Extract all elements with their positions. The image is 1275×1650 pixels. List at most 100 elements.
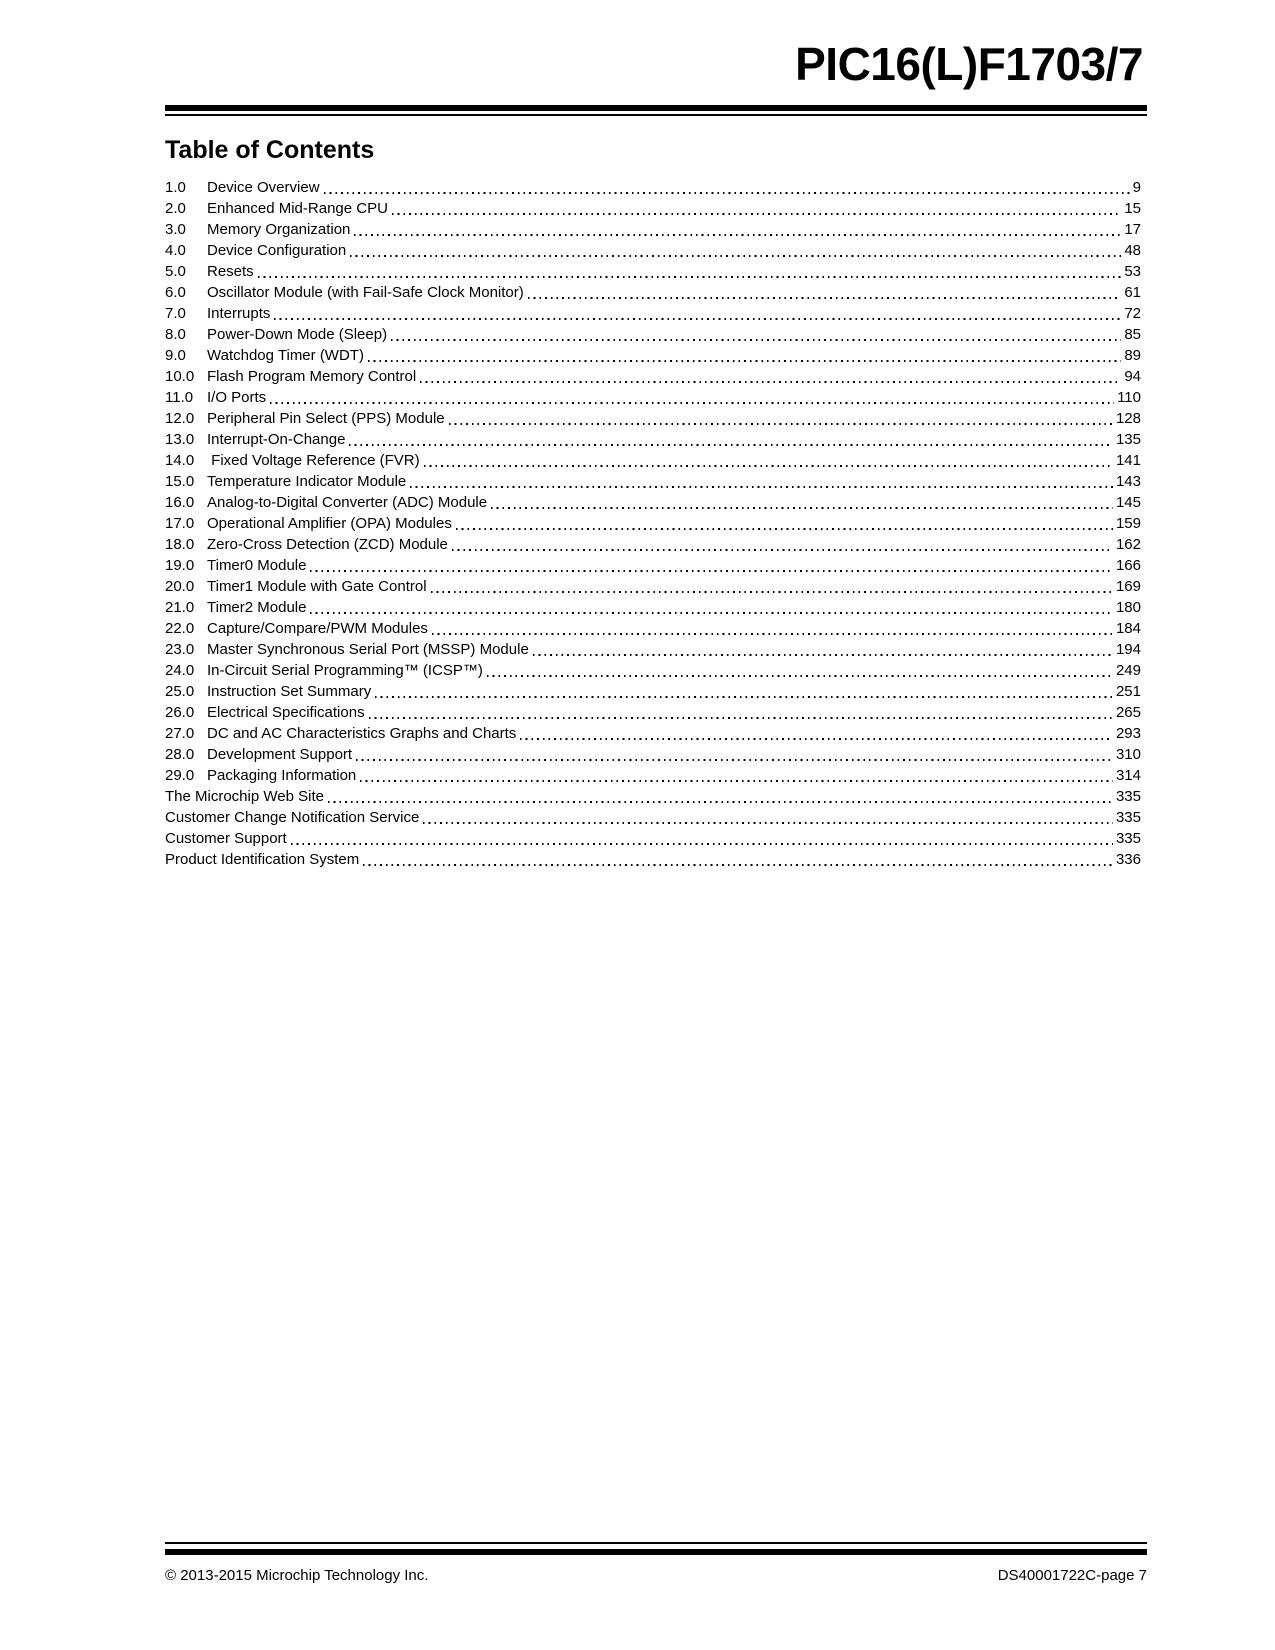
- toc-entry-title: Interrupt-On-Change: [207, 431, 346, 448]
- toc-dot-leader: [274, 318, 1122, 320]
- toc-entry[interactable]: 18.0 Zero-Cross Detection (ZCD) Module 1…: [165, 534, 1141, 555]
- toc-dot-leader: [423, 465, 1113, 467]
- toc-entry-number: 24.0: [165, 662, 195, 679]
- toc-entry-page: 48: [1124, 242, 1141, 259]
- toc-entry[interactable]: 19.0 Timer0 Module 166: [165, 555, 1141, 576]
- toc-entry-title: Temperature Indicator Module: [207, 473, 407, 490]
- toc-entry-number: 15.0: [165, 473, 195, 490]
- toc-entry[interactable]: 21.0 Timer2 Module 180: [165, 597, 1141, 618]
- toc-entry-title: Master Synchronous Serial Port (MSSP) Mo…: [207, 641, 529, 658]
- toc-entry[interactable]: Product Identification System 336: [165, 849, 1141, 870]
- toc-entry-title: Fixed Voltage Reference (FVR): [207, 452, 420, 469]
- page-title: PIC16(L)F1703/7: [795, 38, 1143, 90]
- toc-entry-page: 17: [1124, 221, 1141, 238]
- toc-entry-number: 27.0: [165, 725, 195, 742]
- page-footer: © 2013-2015 Microchip Technology Inc. DS…: [165, 1567, 1147, 1585]
- toc-entry[interactable]: 29.0 Packaging Information 314: [165, 765, 1141, 786]
- toc-heading: Table of Contents: [165, 136, 375, 164]
- toc-entry-title: The Microchip Web Site: [165, 788, 324, 805]
- toc-entry-number: 16.0: [165, 494, 195, 511]
- toc-entry[interactable]: 9.0 Watchdog Timer (WDT) 89: [165, 345, 1141, 366]
- toc-entry[interactable]: 5.0 Resets 53: [165, 261, 1141, 282]
- toc-list: 1.0 Device Overview 9 2.0 Enhanced Mid-R…: [165, 177, 1141, 870]
- toc-dot-leader: [310, 612, 1113, 614]
- toc-entry-number: 4.0: [165, 242, 186, 259]
- toc-entry-page: 141: [1115, 452, 1141, 469]
- toc-entry-title: Timer2 Module: [207, 599, 307, 616]
- toc-entry[interactable]: 1.0 Device Overview 9: [165, 177, 1141, 198]
- toc-entry[interactable]: 14.0 Fixed Voltage Reference (FVR) 141: [165, 450, 1141, 471]
- toc-entry[interactable]: 24.0 In-Circuit Serial Programming™ (ICS…: [165, 660, 1141, 681]
- toc-entry[interactable]: Customer Support 335: [165, 828, 1141, 849]
- toc-dot-leader: [323, 192, 1130, 194]
- toc-entry[interactable]: Customer Change Notification Service 335: [165, 807, 1141, 828]
- toc-entry[interactable]: The Microchip Web Site 335: [165, 786, 1141, 807]
- toc-entry[interactable]: 10.0 Flash Program Memory Control 94: [165, 366, 1141, 387]
- toc-entry-title: Watchdog Timer (WDT): [207, 347, 364, 364]
- toc-dot-leader: [532, 654, 1113, 656]
- toc-entry-page: 15: [1124, 200, 1141, 217]
- toc-dot-leader: [349, 444, 1113, 446]
- toc-entry[interactable]: 2.0 Enhanced Mid-Range CPU 15: [165, 198, 1141, 219]
- toc-entry-page: 310: [1115, 746, 1141, 763]
- toc-entry-page: 9: [1132, 179, 1141, 196]
- toc-entry-number: 18.0: [165, 536, 195, 553]
- toc-entry-title: Flash Program Memory Control: [207, 368, 417, 385]
- toc-dot-leader: [257, 276, 1122, 278]
- toc-entry[interactable]: 22.0 Capture/Compare/PWM Modules 184: [165, 618, 1141, 639]
- toc-dot-leader: [327, 801, 1113, 803]
- toc-dot-leader: [391, 339, 1122, 341]
- toc-entry-title: Operational Amplifier (OPA) Modules: [207, 515, 452, 532]
- toc-entry-page: 110: [1117, 389, 1141, 406]
- toc-entry-page: 72: [1124, 305, 1141, 322]
- toc-entry-page: 180: [1115, 599, 1141, 616]
- toc-entry-page: 143: [1115, 473, 1141, 490]
- toc-entry-title: I/O Ports: [207, 389, 267, 406]
- toc-dot-leader: [527, 297, 1122, 299]
- toc-dot-leader: [486, 675, 1113, 677]
- toc-dot-leader: [391, 213, 1122, 215]
- toc-entry-number: 20.0: [165, 578, 195, 595]
- toc-entry[interactable]: 12.0 Peripheral Pin Select (PPS) Module …: [165, 408, 1141, 429]
- toc-dot-leader: [290, 843, 1113, 845]
- toc-entry-number: 6.0: [165, 284, 186, 301]
- toc-entry[interactable]: 6.0 Oscillator Module (with Fail-Safe Cl…: [165, 282, 1141, 303]
- toc-entry[interactable]: 4.0 Device Configuration 48: [165, 240, 1141, 261]
- toc-entry[interactable]: 11.0 I/O Ports 110: [165, 387, 1141, 408]
- toc-entry[interactable]: 13.0 Interrupt-On-Change 135: [165, 429, 1141, 450]
- toc-entry-page: 159: [1115, 515, 1141, 532]
- toc-entry[interactable]: 15.0 Temperature Indicator Module 143: [165, 471, 1141, 492]
- toc-dot-leader: [310, 570, 1113, 572]
- toc-entry-page: 85: [1124, 326, 1141, 343]
- toc-entry-page: 336: [1115, 851, 1141, 868]
- toc-entry[interactable]: 28.0 Development Support 310: [165, 744, 1141, 765]
- toc-entry[interactable]: 25.0 Instruction Set Summary 251: [165, 681, 1141, 702]
- toc-entry-page: 53: [1124, 263, 1141, 280]
- toc-entry[interactable]: 8.0 Power-Down Mode (Sleep) 85: [165, 324, 1141, 345]
- toc-entry-title: Resets: [207, 263, 254, 280]
- toc-entry[interactable]: 23.0 Master Synchronous Serial Port (MSS…: [165, 639, 1141, 660]
- toc-entry-title: Timer1 Module with Gate Control: [207, 578, 427, 595]
- toc-entry-title: Power-Down Mode (Sleep): [207, 326, 388, 343]
- toc-entry[interactable]: 3.0 Memory Organization 17: [165, 219, 1141, 240]
- toc-entry-number: 1.0: [165, 179, 186, 196]
- toc-entry-title: Development Support: [207, 746, 353, 763]
- toc-entry-page: 162: [1115, 536, 1141, 553]
- toc-entry-page: 166: [1115, 557, 1141, 574]
- toc-entry[interactable]: 27.0 DC and AC Characteristics Graphs an…: [165, 723, 1141, 744]
- toc-entry[interactable]: 17.0 Operational Amplifier (OPA) Modules…: [165, 513, 1141, 534]
- toc-entry[interactable]: 7.0 Interrupts 72: [165, 303, 1141, 324]
- toc-dot-leader: [520, 738, 1113, 740]
- toc-entry-number: 28.0: [165, 746, 195, 763]
- toc-entry[interactable]: 20.0 Timer1 Module with Gate Control 169: [165, 576, 1141, 597]
- toc-dot-leader: [491, 507, 1113, 509]
- document-id: DS40001722C-page 7: [997, 1567, 1147, 1584]
- toc-entry[interactable]: 16.0 Analog-to-Digital Converter (ADC) M…: [165, 492, 1141, 513]
- toc-entry-number: 29.0: [165, 767, 195, 784]
- toc-entry-number: 11.0: [165, 389, 194, 406]
- toc-entry[interactable]: 26.0 Electrical Specifications 265: [165, 702, 1141, 723]
- toc-entry-page: 335: [1115, 788, 1141, 805]
- toc-entry-number: 12.0: [165, 410, 195, 427]
- toc-entry-number: 17.0: [165, 515, 195, 532]
